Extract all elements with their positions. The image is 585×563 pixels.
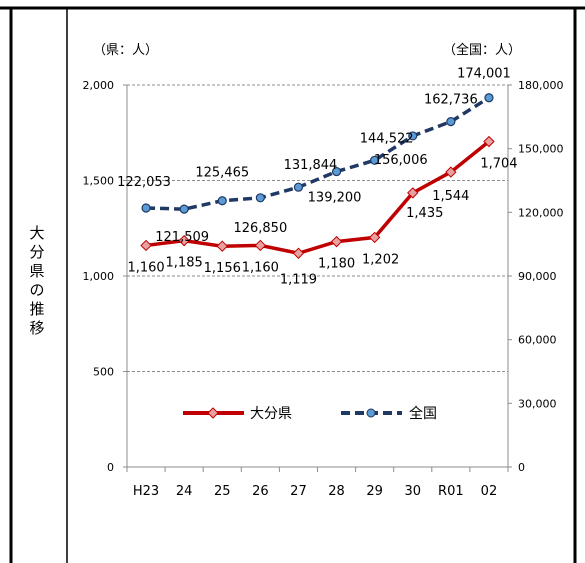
data-label-national: 125,465	[195, 166, 249, 181]
x-tick-label: R01	[438, 484, 464, 499]
left-unit-label: （県：人）	[93, 43, 158, 58]
x-tick-label: H23	[133, 484, 159, 499]
data-label-national: 126,850	[233, 221, 287, 236]
point-national	[446, 117, 456, 127]
data-label-oita: 1,544	[432, 189, 469, 204]
data-label-oita: 1,185	[166, 256, 203, 271]
point-national	[408, 131, 418, 141]
right-tick-label: 120,000	[518, 206, 564, 219]
data-label-oita: 1,202	[362, 252, 399, 267]
x-tick-label: 28	[328, 484, 345, 499]
left-tick-label: 1,500	[83, 175, 115, 188]
data-label-national: 156,006	[374, 153, 428, 168]
legend-label-national: 全国	[409, 405, 437, 422]
point-oita	[254, 239, 267, 252]
left-tick-label: 2,000	[83, 79, 115, 92]
side-label-char: 県	[29, 262, 45, 280]
left-tick-label: 0	[107, 461, 114, 474]
x-tick-label: 02	[481, 484, 498, 499]
data-label-national: 162,736	[424, 93, 478, 108]
point-oita	[330, 235, 343, 248]
point-national	[179, 204, 189, 214]
x-tick-label: 27	[290, 484, 307, 499]
point-national	[484, 93, 494, 103]
point-oita	[178, 234, 190, 247]
data-label-national: 122,053	[117, 175, 171, 190]
side-label-char: の	[29, 281, 45, 299]
left-tick-label: 500	[93, 366, 114, 379]
x-tick-label: 24	[176, 484, 193, 499]
point-national	[331, 166, 342, 177]
data-label-oita: 1,704	[480, 157, 517, 172]
data-label-oita: 1,160	[242, 260, 279, 275]
series-line-national	[145, 96, 490, 211]
x-tick-label: 25	[214, 484, 231, 499]
series-line-oita	[145, 140, 491, 256]
right-tick-label: 60,000	[518, 334, 557, 347]
data-label-national: 131,844	[284, 158, 338, 173]
data-label-oita: 1,435	[406, 206, 443, 221]
point-oita	[216, 240, 228, 252]
data-label-national: 144,522	[360, 131, 414, 146]
point-oita	[292, 247, 305, 259]
data-label-oita: 1,160	[127, 260, 164, 275]
point-oita	[445, 166, 457, 178]
side-label-char: 推	[29, 300, 45, 318]
right-unit-label: （全国：人）	[443, 42, 521, 58]
legend-label-oita: 大分県	[250, 406, 292, 422]
side-label-char: 大	[29, 224, 45, 242]
data-label-oita: 1,156	[204, 261, 241, 276]
point-oita	[368, 231, 381, 244]
data-label-oita: 1,119	[280, 272, 317, 287]
point-national	[217, 196, 227, 206]
data-label-oita: 1,180	[318, 257, 355, 272]
legend-marker-national	[366, 408, 376, 418]
point-national	[141, 203, 151, 213]
point-oita	[483, 135, 495, 148]
x-tick-label: 26	[252, 484, 269, 499]
data-label-national: 121,509	[155, 230, 209, 245]
right-tick-label: 30,000	[518, 397, 557, 410]
point-national	[293, 182, 304, 192]
left-tick-label: 1,000	[83, 270, 115, 283]
data-label-national: 174,001	[457, 67, 511, 82]
right-tick-label: 180,000	[518, 79, 564, 92]
point-oita	[407, 187, 419, 199]
data-label-national: 139,200	[308, 191, 362, 206]
x-tick-label: 30	[404, 484, 421, 499]
legend-marker-oita	[207, 407, 219, 419]
point-national	[370, 155, 380, 165]
right-tick-label: 0	[518, 461, 525, 474]
right-tick-label: 150,000	[518, 143, 564, 156]
side-label-char: 分	[29, 243, 45, 261]
x-tick-label: 29	[366, 484, 383, 499]
point-national	[255, 193, 265, 203]
right-tick-label: 90,000	[518, 270, 557, 283]
side-label-char: 移	[29, 319, 45, 337]
point-oita	[140, 239, 152, 252]
side-label: 大 分 県 の 推 移	[22, 224, 52, 338]
